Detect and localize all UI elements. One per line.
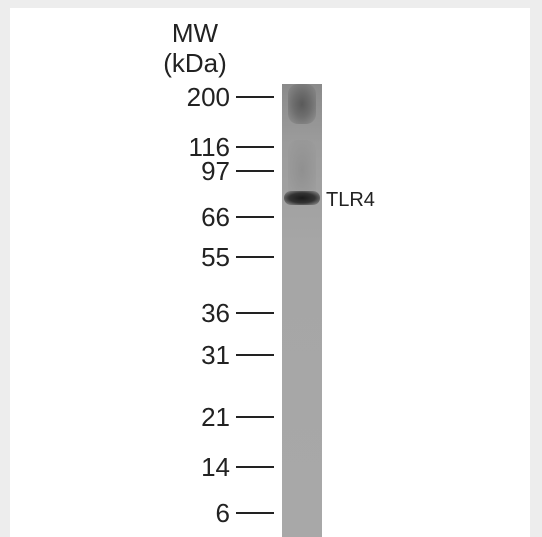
marker-tick	[236, 146, 274, 148]
mw-title: MW	[171, 18, 219, 48]
marker-36: 36	[10, 300, 280, 326]
marker-tick	[236, 354, 274, 356]
marker-55: 55	[10, 244, 280, 270]
western-blot-panel: MW (kDa) 200 116 97 66 55 36 31 21 14 6	[10, 8, 530, 537]
marker-97: 97	[10, 158, 280, 184]
marker-116: 116	[10, 134, 280, 160]
marker-label: 66	[201, 202, 230, 232]
marker-tick	[236, 256, 274, 258]
marker-label: 55	[201, 242, 230, 272]
high-mw-smear	[288, 84, 316, 124]
marker-label: 200	[186, 82, 230, 112]
marker-200: 200	[10, 84, 280, 110]
band-label: TLR4	[326, 189, 375, 211]
marker-tick	[236, 216, 274, 218]
marker-tick	[236, 416, 274, 418]
marker-label: 31	[201, 340, 230, 370]
marker-label: 97	[201, 156, 230, 186]
marker-21: 21	[10, 404, 280, 430]
marker-tick	[236, 170, 274, 172]
marker-label: 116	[188, 132, 230, 162]
marker-tick	[236, 312, 274, 314]
marker-tick	[236, 466, 274, 468]
marker-6: 6	[10, 500, 280, 526]
marker-label: 36	[201, 298, 230, 328]
marker-label: 14	[201, 452, 230, 482]
marker-label: 6	[215, 498, 230, 528]
marker-14: 14	[10, 454, 280, 480]
gel-lane	[282, 84, 322, 537]
lane-smear	[288, 140, 316, 200]
marker-31: 31	[10, 342, 280, 368]
marker-tick	[236, 96, 274, 98]
marker-tick	[236, 512, 274, 514]
marker-66: 66	[10, 204, 280, 230]
mw-unit: (kDa)	[163, 48, 227, 78]
tlr4-band	[284, 191, 320, 205]
marker-label: 21	[201, 402, 230, 432]
